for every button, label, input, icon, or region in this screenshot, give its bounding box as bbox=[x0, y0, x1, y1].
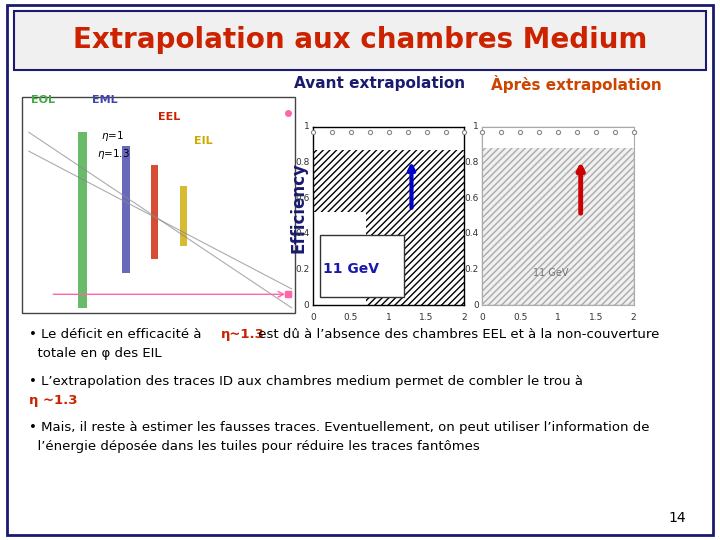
Text: 0.5: 0.5 bbox=[513, 313, 527, 322]
Text: 1: 1 bbox=[386, 313, 392, 322]
Text: 0: 0 bbox=[304, 301, 310, 309]
Bar bbox=[313, 212, 366, 305]
Bar bbox=[313, 127, 464, 150]
Bar bbox=[313, 127, 464, 305]
Text: η~1.3: η~1.3 bbox=[221, 328, 265, 341]
Text: $\eta$=1.3: $\eta$=1.3 bbox=[97, 147, 130, 161]
Text: 1: 1 bbox=[304, 123, 310, 131]
Text: 1.5: 1.5 bbox=[420, 313, 433, 322]
Text: 0.4: 0.4 bbox=[295, 230, 310, 238]
Text: $\eta$=1: $\eta$=1 bbox=[101, 129, 124, 143]
Text: 0.4: 0.4 bbox=[464, 230, 479, 238]
FancyBboxPatch shape bbox=[320, 234, 403, 297]
Bar bbox=[78, 132, 87, 308]
Text: 0.6: 0.6 bbox=[464, 194, 479, 202]
Text: 1.5: 1.5 bbox=[589, 313, 603, 322]
Text: 11 GeV: 11 GeV bbox=[533, 268, 568, 278]
Text: 2: 2 bbox=[631, 313, 636, 322]
Text: 0.6: 0.6 bbox=[295, 194, 310, 202]
Bar bbox=[122, 146, 130, 273]
Text: 1: 1 bbox=[555, 313, 561, 322]
Text: 0.8: 0.8 bbox=[464, 158, 479, 167]
Text: EOL: EOL bbox=[31, 95, 55, 105]
Text: Efficiency: Efficiency bbox=[289, 163, 308, 253]
Text: • Mais, il reste à estimer les fausses traces. Eventuellement, on peut utiliser : • Mais, il reste à estimer les fausses t… bbox=[29, 421, 649, 434]
Text: 0: 0 bbox=[473, 301, 479, 309]
Text: 0.8: 0.8 bbox=[295, 158, 310, 167]
Text: est dû à l’absence des chambres EEL et à la non-couverture: est dû à l’absence des chambres EEL et à… bbox=[254, 328, 660, 341]
Text: EML: EML bbox=[91, 95, 117, 105]
Text: 14: 14 bbox=[668, 511, 685, 525]
Text: η ~1.3: η ~1.3 bbox=[29, 394, 77, 407]
Bar bbox=[482, 127, 634, 305]
Text: 0: 0 bbox=[480, 313, 485, 322]
Bar bbox=[180, 186, 187, 246]
Text: • Le déficit en efficacité à: • Le déficit en efficacité à bbox=[29, 328, 205, 341]
Text: 2: 2 bbox=[462, 313, 467, 322]
Text: 0.2: 0.2 bbox=[464, 265, 479, 274]
Bar bbox=[22, 97, 295, 313]
Text: 0.2: 0.2 bbox=[295, 265, 310, 274]
Text: Extrapolation aux chambres Medium: Extrapolation aux chambres Medium bbox=[73, 26, 647, 54]
Text: 0.5: 0.5 bbox=[344, 313, 358, 322]
Bar bbox=[151, 165, 158, 259]
Bar bbox=[14, 11, 706, 70]
Text: totale en φ des EIL: totale en φ des EIL bbox=[29, 347, 161, 360]
Text: EIL: EIL bbox=[194, 136, 213, 146]
Text: 1: 1 bbox=[473, 123, 479, 131]
Text: Avant extrapolation: Avant extrapolation bbox=[294, 76, 465, 91]
Text: Àprès extrapolation: Àprès extrapolation bbox=[490, 75, 662, 93]
Text: 11 GeV: 11 GeV bbox=[323, 262, 379, 276]
Text: l’énergie déposée dans les tuiles pour réduire les traces fantômes: l’énergie déposée dans les tuiles pour r… bbox=[29, 440, 480, 453]
Text: EEL: EEL bbox=[158, 111, 181, 122]
Bar bbox=[482, 127, 634, 148]
Text: • L’extrapolation des traces ID aux chambres medium permet de combler le trou à: • L’extrapolation des traces ID aux cham… bbox=[29, 375, 582, 388]
Text: 0: 0 bbox=[310, 313, 316, 322]
